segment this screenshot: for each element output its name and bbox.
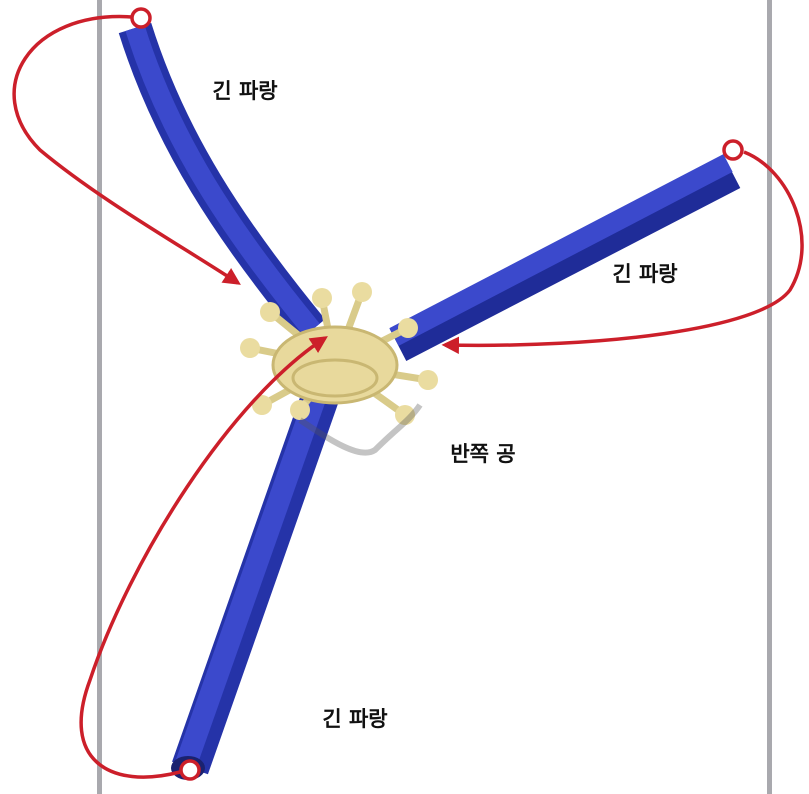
label: 긴 파랑 bbox=[612, 262, 677, 286]
label: 긴 파랑 bbox=[322, 707, 387, 731]
frame-left bbox=[97, 0, 102, 794]
diagram: 긴 파랑 긴 파랑 긴 파랑 반쪽 공 bbox=[0, 0, 809, 794]
background bbox=[0, 0, 809, 794]
label: 긴 파랑 bbox=[212, 79, 277, 103]
frame-right bbox=[767, 0, 772, 794]
label: 반쪽 공 bbox=[450, 442, 515, 466]
